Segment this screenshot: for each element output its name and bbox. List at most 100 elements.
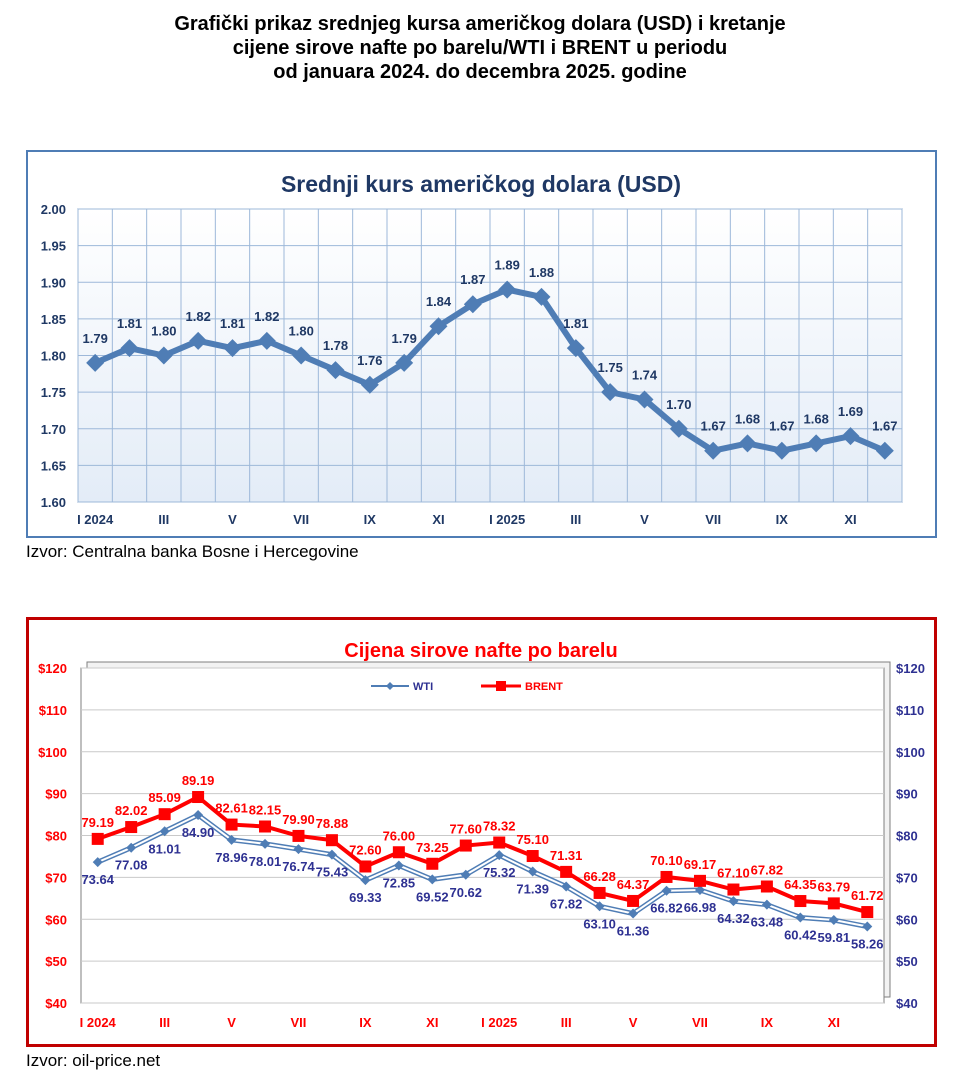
wti-data-point: [193, 809, 204, 820]
usd-x-tick-label: I 2025: [489, 512, 525, 527]
brent-data-point: [593, 886, 606, 899]
brent-data-label: 70.10: [650, 853, 683, 868]
brent-data-label: 78.32: [483, 819, 516, 834]
usd-data-label: 1.76: [357, 353, 382, 368]
usd-data-point: [669, 419, 688, 438]
brent-data-point: [325, 834, 338, 847]
brent-data-point: [627, 894, 640, 907]
wti-data-label: 69.52: [416, 889, 449, 904]
usd-x-tick-label: XI: [844, 512, 856, 527]
usd-y-tick-label: 1.60: [41, 495, 66, 510]
oil-y-tick-label-left: $110: [39, 703, 67, 718]
page-title-line-3: od januara 2024. do decembra 2025. godin…: [273, 61, 687, 83]
usd-chart: Srednji kurs američkog dolara (USD) 1.60 1…: [28, 152, 935, 536]
brent-data-label: 66.28: [583, 869, 616, 884]
wti-data-label: 69.33: [349, 890, 382, 905]
wti-data-point: [594, 901, 605, 912]
oil-x-tick-label: XI: [426, 1015, 438, 1030]
oil-x-tick-label: VII: [692, 1015, 708, 1030]
oil-x-tick-label: IX: [761, 1015, 774, 1030]
brent-data-point: [861, 906, 874, 919]
usd-data-point: [395, 353, 414, 372]
oil-x-tick-label: III: [561, 1015, 572, 1030]
usd-x-tick-label: VII: [293, 512, 309, 527]
wti-data-point: [694, 885, 705, 896]
usd-data-point: [120, 339, 139, 358]
usd-data-point: [841, 427, 860, 446]
usd-data-point: [738, 434, 757, 453]
usd-y-tick-label: 1.80: [41, 349, 66, 364]
usd-y-tick-label: 1.90: [41, 275, 66, 290]
brent-data-label: 78.88: [316, 816, 349, 831]
brent-data-point: [459, 839, 472, 852]
usd-x-tick-label: IX: [364, 512, 377, 527]
brent-data-point: [292, 829, 305, 842]
usd-data-label: 1.81: [117, 316, 142, 331]
wti-data-point: [260, 838, 271, 849]
brent-data-label: 77.60: [449, 822, 482, 837]
oil-y-tick-label-left: $90: [45, 787, 67, 802]
oil-y-tick-label-right: $40: [896, 996, 918, 1011]
wti-data-label: 81.01: [148, 841, 181, 856]
brent-data-point: [794, 895, 807, 908]
brent-data-point: [225, 818, 238, 831]
usd-data-label: 1.69: [838, 404, 863, 419]
page-title-line-1: Grafički prikaz srednjeg kursa američkog…: [174, 13, 786, 35]
usd-data-label: 1.82: [254, 309, 279, 324]
usd-data-point: [154, 346, 173, 365]
wti-data-point: [527, 866, 538, 877]
oil-x-tick-label: IX: [359, 1015, 372, 1030]
usd-y-tick-label: 1.95: [41, 239, 66, 254]
wti-data-label: 66.82: [650, 901, 683, 916]
brent-data-label: 82.15: [249, 802, 282, 817]
legend-wti-marker: [386, 682, 394, 690]
oil-y-tick-label-right: $50: [896, 954, 918, 969]
wti-data-point: [427, 874, 438, 885]
usd-data-point: [326, 361, 345, 380]
oil-source: Izvor: oil-price.net: [26, 1051, 161, 1070]
wti-data-label: 77.08: [115, 858, 148, 873]
oil-y-tick-label-right: $90: [896, 787, 918, 802]
oil-y-tick-label-right: $70: [896, 870, 918, 885]
usd-data-point: [463, 295, 482, 314]
oil-x-tick-label: XI: [828, 1015, 840, 1030]
wti-data-label: 67.82: [550, 897, 583, 912]
usd-data-point: [429, 317, 448, 336]
wti-data-label: 61.36: [617, 924, 650, 939]
oil-chart-title: Cijena sirove nafte po barelu: [344, 640, 617, 662]
brent-data-label: 61.72: [851, 888, 884, 903]
oil-y-tick-label-right: $110: [896, 703, 924, 718]
brent-data-point: [359, 860, 372, 873]
wti-data-label: 76.74: [282, 859, 315, 874]
usd-data-label: 1.81: [563, 316, 588, 331]
oil-chart-panel: Cijena sirove nafte po barelu $40 $40 $50 $5…: [26, 617, 937, 1047]
oil-x-tick-label: I 2025: [481, 1015, 517, 1030]
oil-y-tick-label-right: $120: [896, 661, 925, 676]
wti-data-point: [628, 908, 639, 919]
wti-data-point: [159, 826, 170, 837]
brent-data-point: [192, 791, 205, 804]
wti-data-label: 78.96: [215, 850, 248, 865]
wti-data-label: 75.43: [316, 865, 349, 880]
wti-data-point: [293, 844, 304, 855]
wti-data-label: 72.85: [383, 875, 416, 890]
brent-data-label: 72.60: [349, 842, 382, 857]
usd-data-label: 1.74: [632, 367, 658, 382]
usd-data-label: 1.80: [289, 324, 314, 339]
wti-data-label: 71.39: [516, 882, 549, 897]
usd-data-point: [601, 383, 620, 402]
usd-data-point: [875, 441, 894, 460]
usd-data-point: [86, 353, 105, 372]
oil-y-tick-label-left: $120: [38, 661, 67, 676]
usd-y-tick-label: 2.00: [41, 202, 66, 217]
usd-x-tick-label: V: [640, 512, 649, 527]
wti-data-point: [862, 921, 873, 932]
wti-data-point: [393, 860, 404, 871]
wti-data-point: [126, 842, 137, 853]
oil-y-tick-label-right: $100: [896, 745, 925, 760]
usd-data-label: 1.68: [804, 411, 829, 426]
usd-data-label: 1.82: [186, 309, 211, 324]
wti-data-point: [728, 896, 739, 907]
oil-x-tick-label: VII: [291, 1015, 307, 1030]
brent-data-label: 67.82: [751, 863, 784, 878]
